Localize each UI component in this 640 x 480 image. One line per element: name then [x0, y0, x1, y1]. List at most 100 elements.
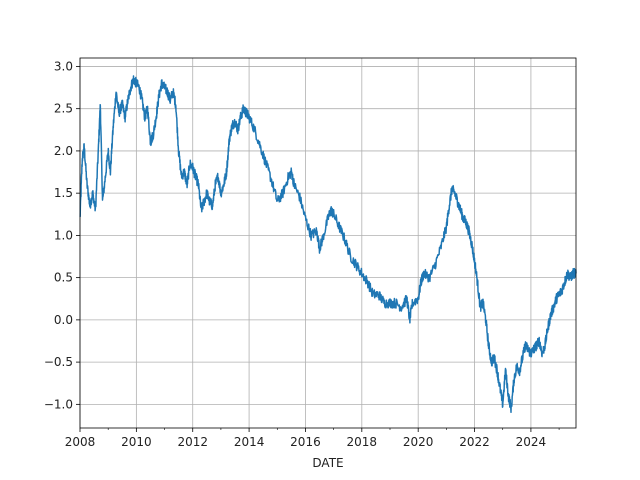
- data-point: [316, 231, 317, 232]
- data-point: [522, 357, 523, 358]
- data-point: [525, 345, 526, 346]
- data-point: [220, 193, 221, 194]
- y-tick-label: 2.0: [54, 144, 73, 158]
- data-point: [89, 205, 90, 206]
- data-point: [544, 345, 545, 346]
- data-point: [556, 298, 557, 299]
- data-point: [409, 319, 410, 320]
- data-point: [516, 366, 517, 367]
- data-point: [115, 91, 116, 92]
- y-tick-label: 1.0: [54, 228, 73, 242]
- data-point: [333, 214, 334, 215]
- y-tick-label: −0.5: [44, 355, 73, 369]
- data-point: [356, 264, 357, 265]
- data-point: [530, 353, 531, 354]
- data-point: [139, 87, 140, 88]
- data-point: [246, 112, 247, 113]
- data-point: [570, 277, 571, 278]
- data-point: [420, 281, 421, 282]
- data-point: [167, 91, 168, 92]
- data-point: [237, 129, 238, 130]
- data-point: [124, 117, 125, 118]
- y-tick-label: 1.5: [54, 186, 73, 200]
- data-point: [339, 226, 340, 227]
- data-point: [553, 307, 554, 308]
- data-point: [488, 345, 489, 346]
- data-point: [260, 146, 261, 147]
- data-point: [217, 176, 218, 177]
- data-point: [564, 281, 565, 282]
- x-axis-label: DATE: [312, 456, 343, 470]
- data-point: [505, 370, 506, 371]
- data-point: [527, 349, 528, 350]
- data-point: [175, 104, 176, 105]
- data-point: [395, 302, 396, 303]
- data-point: [496, 370, 497, 371]
- data-point: [105, 176, 106, 177]
- data-point: [158, 95, 159, 96]
- data-point: [234, 121, 235, 122]
- data-point: [203, 201, 204, 202]
- data-point: [102, 201, 103, 202]
- data-point: [113, 125, 114, 126]
- data-point: [209, 201, 210, 202]
- data-point: [454, 193, 455, 194]
- data-point: [92, 193, 93, 194]
- data-point: [539, 340, 540, 341]
- data-point: [305, 218, 306, 219]
- data-point: [265, 163, 266, 164]
- data-point: [567, 273, 568, 274]
- x-tick-label: 2016: [290, 435, 321, 449]
- data-point: [513, 378, 514, 379]
- data-point: [195, 176, 196, 177]
- series-layer: [79, 75, 577, 414]
- data-point: [485, 319, 486, 320]
- data-point: [533, 349, 534, 350]
- data-point: [181, 176, 182, 177]
- data-point: [322, 239, 323, 240]
- data-point: [471, 243, 472, 244]
- plot-frame: [79, 57, 577, 429]
- x-tick-label: 2014: [234, 435, 265, 449]
- data-point: [491, 362, 492, 363]
- data-point: [98, 150, 99, 151]
- data-point: [451, 188, 452, 189]
- data-point: [418, 298, 419, 299]
- data-point: [310, 235, 311, 236]
- data-point: [327, 218, 328, 219]
- data-point: [206, 193, 207, 194]
- x-tick-label: 2012: [177, 435, 208, 449]
- data-point: [406, 298, 407, 299]
- data-point: [212, 205, 213, 206]
- data-point: [558, 294, 559, 295]
- data-point: [118, 112, 119, 113]
- data-point: [367, 281, 368, 282]
- data-point: [299, 197, 300, 198]
- data-point: [446, 226, 447, 227]
- data-point: [429, 277, 430, 278]
- data-point: [178, 150, 179, 151]
- y-tick-label: −1.0: [44, 397, 73, 411]
- data-point: [100, 104, 101, 105]
- data-point: [184, 171, 185, 172]
- data-point: [499, 387, 500, 388]
- data-point: [136, 83, 137, 84]
- data-point: [172, 91, 173, 92]
- y-tick-label: 0.5: [54, 271, 73, 285]
- x-tick-label: 2024: [516, 435, 547, 449]
- data-point: [155, 117, 156, 118]
- data-point: [254, 129, 255, 130]
- data-point: [389, 302, 390, 303]
- data-point: [494, 357, 495, 358]
- data-point: [110, 171, 111, 172]
- data-point: [122, 104, 123, 105]
- data-point: [198, 184, 199, 185]
- x-axis: 2008 2010 2012 2014 2016 2018 2020 2022 2024: [65, 428, 560, 449]
- y-tick-label: 3.0: [54, 59, 73, 73]
- data-point: [319, 247, 320, 248]
- x-tick-label: 2018: [347, 435, 378, 449]
- data-point: [248, 117, 249, 118]
- data-point: [291, 171, 292, 172]
- data-point: [271, 180, 272, 181]
